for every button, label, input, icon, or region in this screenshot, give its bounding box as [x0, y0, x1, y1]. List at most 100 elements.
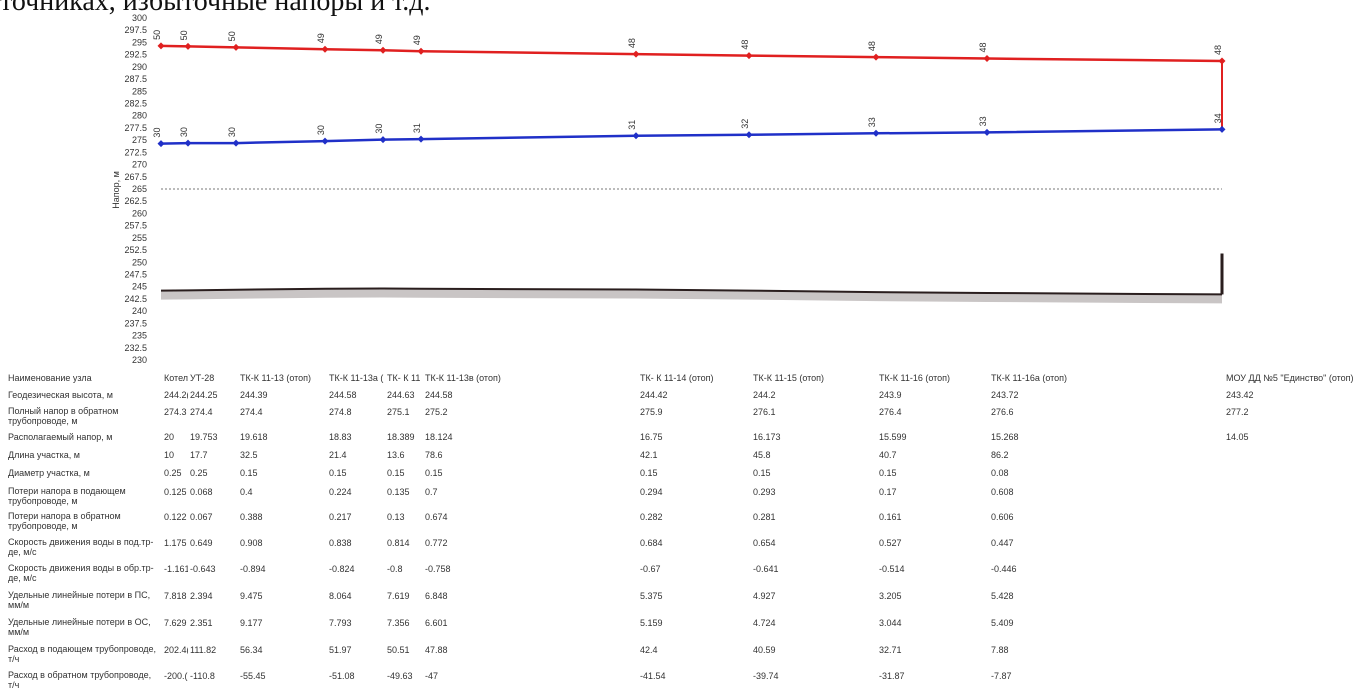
table-cell: 7.629 [164, 618, 187, 628]
row-header: Расход в подающем трубопроводе, т/ч [8, 644, 157, 664]
table-cell: 0.282 [640, 512, 663, 522]
row-header: Скорость движения воды в под.тр-де, м/с [8, 537, 154, 557]
table-cell: 19.753 [190, 432, 218, 442]
table-cell: 0.527 [879, 538, 902, 548]
table-cell: 0.122 [164, 512, 187, 522]
table-cell: 0.608 [991, 487, 1014, 497]
point-label: 30 [179, 127, 189, 137]
y-tick-label: 237.5 [124, 318, 147, 328]
table-cell: 0.606 [991, 512, 1014, 522]
point-label: 30 [316, 125, 326, 135]
point-label: 33 [978, 116, 988, 126]
table-cell: 0.908 [240, 538, 263, 548]
y-tick-label: 232.5 [124, 343, 147, 353]
node-name-cell: Котел [164, 373, 188, 383]
y-tick-label: 272.5 [124, 147, 147, 157]
table-cell: 16.75 [640, 432, 663, 442]
table-cell: 0.15 [240, 468, 258, 478]
table-cell: 276.6 [991, 407, 1014, 417]
table-cell: 0.15 [387, 468, 405, 478]
data-point [745, 52, 753, 60]
point-label: 50 [227, 31, 237, 41]
row-header: Диаметр участка, м [8, 468, 90, 478]
table-cell: 32.71 [879, 645, 902, 655]
table-cell: 40.59 [753, 645, 776, 655]
table-cell: 0.7 [425, 487, 438, 497]
table-cell: 6.601 [425, 618, 448, 628]
data-point [417, 47, 425, 55]
data-point [1218, 57, 1226, 65]
ground-line [160, 287, 1223, 296]
table-cell: 5.428 [991, 591, 1014, 601]
table-cell: 0.4 [240, 487, 253, 497]
table-cell: 32.5 [240, 450, 258, 460]
ground-band [161, 288, 1222, 304]
row-header: Потери напора в обратном трубопроводе, м [8, 511, 121, 531]
data-point [632, 132, 640, 140]
y-tick-label: 255 [132, 233, 147, 243]
table-cell: -1.161 [164, 564, 188, 574]
data-point [1218, 125, 1226, 133]
data-point [321, 45, 329, 53]
data-point [379, 46, 387, 54]
table-cell: 244.63 [387, 390, 415, 400]
data-point [632, 50, 640, 58]
node-name-cell: МОУ ДД №5 "Единство" (отоп) [1226, 373, 1354, 383]
table-cell: -200.( [164, 671, 188, 681]
table-cell: 0.15 [640, 468, 658, 478]
point-label: 48 [1213, 45, 1223, 55]
point-label: 48 [627, 38, 637, 48]
data-point [983, 128, 991, 136]
node-name-cell: ТК-К 11-16а (отоп) [991, 373, 1068, 383]
table-cell: -49.63 [387, 671, 413, 681]
ground-profile [160, 253, 1224, 304]
table-cell: 275.9 [640, 407, 663, 417]
table-cell: 0.17 [879, 487, 897, 497]
table-cell: 274.4 [240, 407, 263, 417]
point-label: 32 [740, 119, 750, 129]
table-cell: -0.446 [991, 564, 1017, 574]
y-tick-label: 270 [132, 160, 147, 170]
table-cell: 275.1 [387, 407, 410, 417]
node-name-cell: УТ-28 [190, 373, 215, 383]
table-cell: 18.389 [387, 432, 415, 442]
y-tick-label: 287.5 [124, 74, 147, 84]
point-label: 49 [412, 35, 422, 45]
table-cell: 275.2 [425, 407, 448, 417]
y-tick-label: 252.5 [124, 245, 147, 255]
table-cell: 0.447 [991, 538, 1014, 548]
table-cell: 244.2( [164, 390, 188, 400]
table-cell: 244.39 [240, 390, 268, 400]
table-cell: -0.894 [240, 564, 266, 574]
table-cell: 0.08 [991, 468, 1009, 478]
series-group: 50 50 50 49 49 49 48 48 48 48 48 30 30 30 30 30 31 31 32 33… [152, 30, 1226, 148]
table-cell: 0.293 [753, 487, 776, 497]
table-cell: 0.838 [329, 538, 352, 548]
y-tick-label: 267.5 [124, 172, 147, 182]
point-label: 50 [152, 30, 162, 40]
point-label: 48 [740, 40, 750, 50]
y-tick-label: 235 [132, 331, 147, 341]
table-cell: 86.2 [991, 450, 1009, 460]
node-name-cell: ТК- К 11-14 (отоп) [640, 373, 714, 383]
table-cell: 276.4 [879, 407, 902, 417]
data-point [379, 136, 387, 144]
table-cell: 0.814 [387, 538, 410, 548]
row-header: Удельные линейные потери в ПС, мм/м [8, 590, 151, 610]
table-cell: 20 [164, 432, 175, 442]
point-label: 49 [316, 33, 326, 43]
node-name-cell: ТК- К 11 [387, 373, 421, 383]
table-cell: -0.758 [425, 564, 451, 574]
table-cell: 274.3 [164, 407, 187, 417]
node-name-cell: ТК-К 11-16 (отоп) [879, 373, 951, 383]
table-cell: -0.8 [387, 564, 403, 574]
table-cell: 0.067 [190, 512, 213, 522]
row-header: Удельные линейные потери в ОС, мм/м [8, 617, 151, 637]
table-cell: -110.8 [190, 671, 215, 681]
point-label: 33 [867, 117, 877, 127]
table-cell: 274.4 [190, 407, 213, 417]
table-cell: 2.394 [190, 591, 213, 601]
table-cell: 0.25 [190, 468, 208, 478]
table-cell: 0.068 [190, 487, 213, 497]
y-tick-label: 285 [132, 86, 147, 96]
